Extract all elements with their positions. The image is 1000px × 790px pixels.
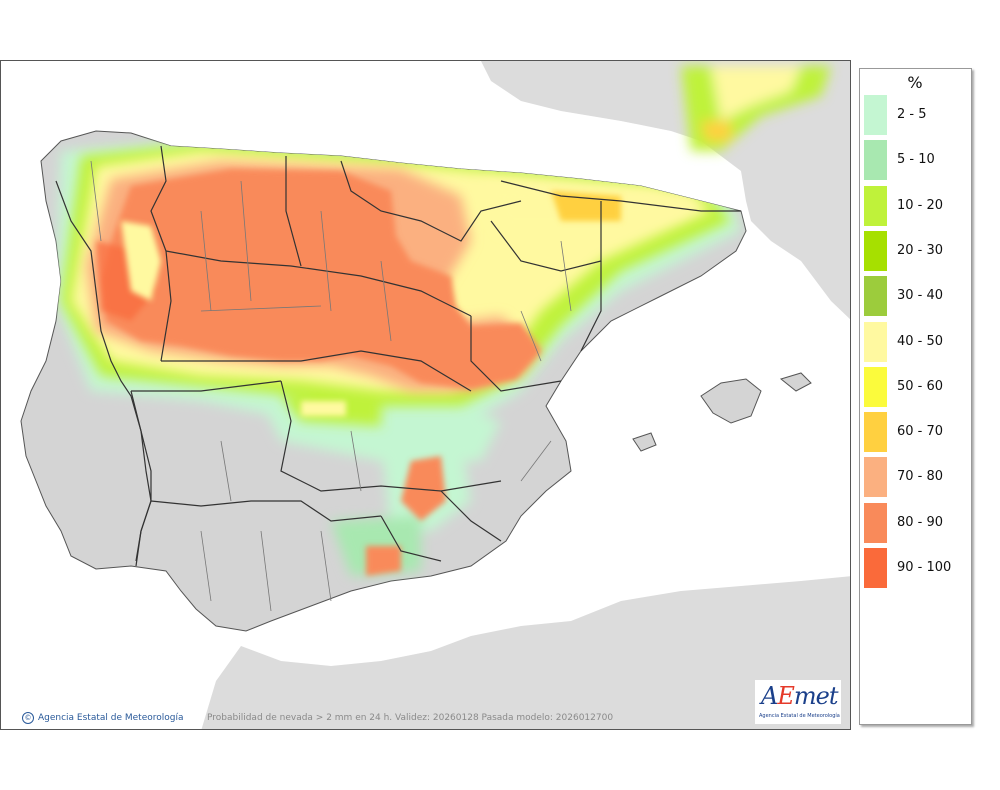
legend-swatch <box>864 95 887 135</box>
agency-credit: © Agencia Estatal de Meteorología <box>22 712 184 724</box>
legend-item: 30 - 40 <box>864 276 968 317</box>
ibiza-island <box>632 432 657 452</box>
legend-swatch <box>864 548 887 588</box>
legend-item: 90 - 100 <box>864 548 968 588</box>
legend-item: 70 - 80 <box>864 457 968 498</box>
aemet-logo-mark: AEmet <box>761 682 838 710</box>
france-border <box>500 180 741 212</box>
aemet-logo-subtitle: Agencia Estatal de Meteorología <box>759 713 840 719</box>
legend-label: 2 - 5 <box>897 107 927 122</box>
legend-label: 10 - 20 <box>897 197 944 213</box>
legend-swatch <box>864 457 887 498</box>
legend-swatch <box>864 230 887 271</box>
portugal-border <box>55 180 152 567</box>
legend-item: 60 - 70 <box>864 412 968 453</box>
legend-swatch <box>864 412 887 453</box>
legend-swatch <box>864 502 887 543</box>
legend-label: 40 - 50 <box>897 333 944 349</box>
legend-label: 90 - 100 <box>897 560 952 575</box>
legend-label: 80 - 90 <box>897 514 944 530</box>
aemet-logo: AEmet Agencia Estatal de Meteorología <box>755 680 841 724</box>
legend-swatch <box>864 185 887 226</box>
legend-item: 2 - 5 <box>864 95 968 135</box>
legend-label: 20 - 30 <box>897 242 944 258</box>
province-borders <box>90 160 572 612</box>
legend-item: 40 - 50 <box>864 321 968 362</box>
legend-swatch <box>864 140 887 181</box>
copyright-icon: © <box>22 712 34 724</box>
legend-swatch <box>864 276 887 317</box>
legend-item: 20 - 30 <box>864 230 968 271</box>
legend-title: % <box>907 73 923 92</box>
france-land <box>481 61 850 320</box>
snow-probability-layer <box>56 141 741 576</box>
legend-panel: % 2 - 5 5 - 10 10 - 20 20 - 30 30 - 40 40 - 5… <box>859 68 972 725</box>
mallorca-island <box>700 378 762 424</box>
africa-land <box>201 576 850 729</box>
legend-swatch <box>864 321 887 362</box>
map-panel[interactable] <box>0 60 851 730</box>
legend-label: 30 - 40 <box>897 288 944 304</box>
legend-item: 10 - 20 <box>864 185 968 226</box>
agency-name: Agencia Estatal de Meteorología <box>38 713 184 723</box>
map-caption: Probabilidad de nevada > 2 mm en 24 h. V… <box>207 713 614 723</box>
legend-label: 5 - 10 <box>897 152 935 168</box>
region-borders <box>130 145 602 562</box>
legend-label: 50 - 60 <box>897 378 944 394</box>
legend-item: 5 - 10 <box>864 140 968 181</box>
legend-swatch <box>864 366 887 407</box>
iberia-map <box>1 61 850 729</box>
legend-label: 60 - 70 <box>897 424 944 440</box>
legend-item: 80 - 90 <box>864 502 968 543</box>
legend-item: 50 - 60 <box>864 366 968 407</box>
menorca-island <box>779 372 812 392</box>
legend-label: 70 - 80 <box>897 469 944 485</box>
